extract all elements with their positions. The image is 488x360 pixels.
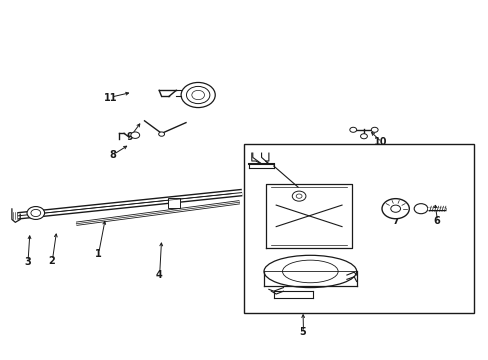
- Circle shape: [181, 82, 215, 108]
- Circle shape: [370, 127, 377, 132]
- Bar: [244, 144, 473, 313]
- Text: 9: 9: [126, 132, 133, 142]
- Bar: [167, 198, 180, 208]
- Text: 2: 2: [48, 256, 55, 266]
- Circle shape: [131, 132, 140, 138]
- Ellipse shape: [264, 255, 356, 288]
- Circle shape: [349, 127, 356, 132]
- Circle shape: [360, 134, 366, 139]
- Circle shape: [413, 204, 427, 214]
- Text: 6: 6: [433, 216, 440, 226]
- Circle shape: [381, 199, 408, 219]
- Text: 3: 3: [24, 257, 31, 267]
- Text: 10: 10: [373, 138, 387, 147]
- Text: 11: 11: [103, 93, 117, 103]
- Text: 8: 8: [109, 150, 116, 160]
- Circle shape: [292, 191, 305, 201]
- Text: 1: 1: [95, 248, 102, 258]
- Text: 7: 7: [391, 216, 398, 226]
- Circle shape: [27, 207, 44, 220]
- Text: 4: 4: [156, 270, 162, 280]
- Circle shape: [158, 132, 164, 136]
- Text: 5: 5: [299, 327, 306, 337]
